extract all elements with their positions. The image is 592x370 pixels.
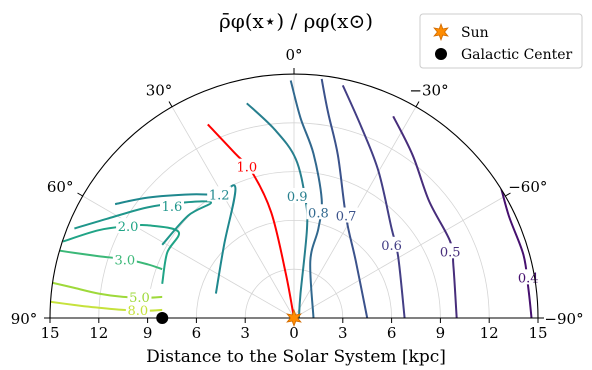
x-tick-label: 15 (40, 324, 59, 342)
x-tick-label: 12 (480, 324, 499, 342)
angle-label: 60° (47, 178, 74, 196)
angle-tick (415, 101, 420, 107)
contour-label: 1.6 (162, 200, 183, 215)
contour-label-bg (127, 288, 152, 304)
legend: Sun Galactic Center (419, 13, 583, 69)
legend-sun-icon (433, 22, 449, 42)
contour-label-bg (207, 186, 232, 202)
contour-label: 0.6 (381, 239, 402, 254)
contour-line-0-7 (320, 78, 369, 319)
contour-line-1-0 (207, 123, 295, 319)
contour-label-bg (234, 158, 259, 174)
contour-label-bg (306, 204, 331, 220)
x-tick-label: 15 (528, 324, 547, 342)
galactic-center-marker (156, 312, 169, 324)
angle-label: 0° (285, 46, 302, 64)
contour-label: 0.8 (308, 206, 329, 221)
contour-line-0-8 (289, 80, 323, 319)
angle-tick (505, 192, 511, 197)
contour-line-0-4 (498, 179, 533, 319)
contour-label-bg (125, 301, 150, 317)
contour-labels: 8.05.0 3.0 2.0 1.6 1.2 1.0 0.90.8 0.7 0.6 0.5 0.4 (112, 158, 541, 319)
legend-galactic-center-icon (435, 48, 447, 60)
contour-line-0-9 (246, 102, 309, 319)
angle-tick-labels: 0° 30° −30° 60° −60° 90° −90° (11, 46, 584, 328)
contour-label: 8.0 (127, 304, 148, 319)
contour-label: 0.4 (518, 271, 539, 286)
legend-label: Galactic Center (461, 47, 573, 63)
markers (156, 308, 302, 328)
contour-label-bg (160, 197, 184, 213)
contour-line-0-5 (392, 115, 458, 319)
x-tick-label: 6 (387, 324, 397, 342)
x-tick-label: 12 (89, 324, 108, 342)
x-tick-label: 9 (143, 324, 153, 342)
legend-label: Sun (461, 25, 489, 41)
angle-label: −30° (409, 81, 448, 99)
angle-label: −90° (544, 310, 583, 328)
contour-label-bg (379, 236, 404, 252)
contour-label: 2.0 (118, 220, 139, 235)
contour-label: 0.9 (287, 190, 308, 205)
x-tick-label: 3 (240, 324, 250, 342)
x-tick-label: 0 (289, 324, 299, 342)
contour-label-bg (334, 207, 359, 223)
angle-label: 90° (11, 310, 38, 328)
contour-label: 1.2 (209, 188, 230, 203)
contour-label-bg (438, 243, 463, 259)
outer-arc (49, 73, 539, 319)
contour-label: 0.5 (440, 245, 461, 260)
contour-line-2-0 (62, 223, 181, 284)
x-axis-label: Distance to the Solar System [kpc] (146, 347, 446, 367)
x-tick-label: 3 (338, 324, 348, 342)
legend-box (419, 13, 583, 69)
angle-label: 30° (146, 81, 173, 99)
contour-label: 1.0 (236, 161, 257, 176)
angle-tick (168, 101, 173, 107)
angle-tick (77, 192, 83, 197)
contour-line-1-6 (74, 200, 213, 246)
contour-label-bg (116, 218, 141, 234)
x-axis-ticks: 15 12 9 6 3 0 3 6 9 12 15 (40, 318, 548, 342)
contour-label: 5.0 (129, 291, 150, 306)
contour-line-0-6 (341, 84, 406, 319)
contour-label-bg (112, 251, 137, 267)
grid-spoke (171, 106, 295, 319)
x-tick-label: 6 (192, 324, 202, 342)
sun-marker (286, 308, 302, 328)
contour-label: 0.7 (336, 210, 357, 225)
contour-label-bg (285, 188, 310, 203)
chart-title: ρ̄φ(x⋆) / ρφ(x⊙) (219, 9, 373, 33)
grid-spoke (293, 195, 506, 319)
angle-label: −60° (508, 178, 547, 196)
x-tick-label: 9 (436, 324, 446, 342)
contour-label: 3.0 (114, 253, 135, 268)
